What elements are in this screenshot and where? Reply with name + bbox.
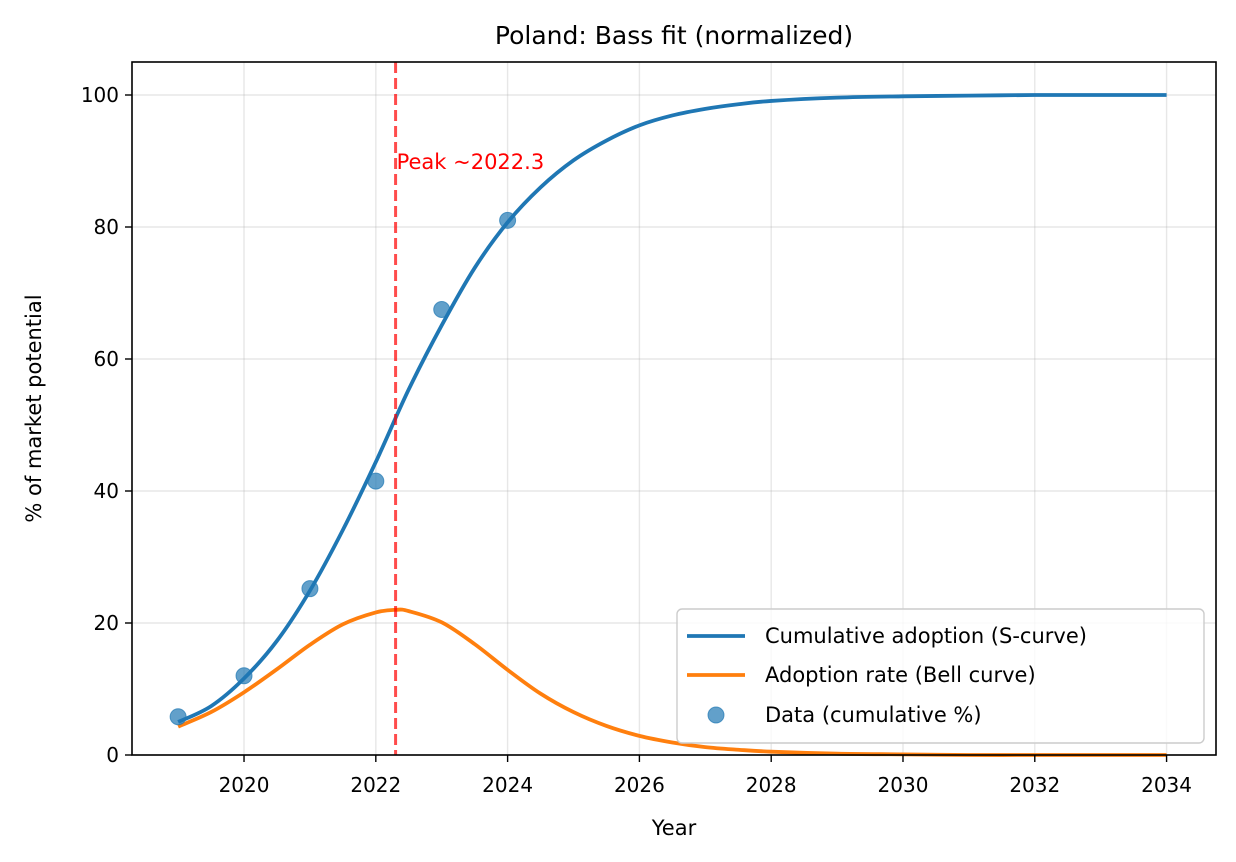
data-point bbox=[169, 708, 187, 726]
data-point bbox=[235, 667, 253, 685]
x-tick-label: 2026 bbox=[614, 773, 665, 797]
legend-box bbox=[676, 608, 1205, 744]
legend-marker-swatch bbox=[707, 706, 725, 724]
x-tick-label: 2022 bbox=[350, 773, 401, 797]
axis-ticks: 2020 2022 2024 2026 2028 2030 2032 2034 0 20 40 60 8… bbox=[81, 83, 1192, 797]
annotation-layer: Peak ~2022.3 bbox=[394, 62, 545, 755]
x-tick-label: 2034 bbox=[1141, 773, 1192, 797]
y-tick-label: 80 bbox=[94, 215, 119, 239]
y-tick-label: 60 bbox=[94, 347, 119, 371]
x-axis-label: Year bbox=[651, 816, 697, 840]
y-tick-label: 20 bbox=[94, 611, 119, 635]
x-tick-label: 2030 bbox=[878, 773, 929, 797]
x-tick-label: 2032 bbox=[1009, 773, 1060, 797]
y-axis-label: % of market potential bbox=[22, 294, 46, 522]
legend-entry-label: Data (cumulative %) bbox=[765, 703, 982, 727]
legend-entry-label: Adoption rate (Bell curve) bbox=[765, 663, 1036, 687]
x-tick-label: 2028 bbox=[746, 773, 797, 797]
y-tick-label: 100 bbox=[81, 83, 119, 107]
data-point bbox=[433, 301, 451, 318]
y-tick-label: 40 bbox=[94, 479, 119, 503]
data-point bbox=[301, 580, 319, 598]
y-tick-label: 0 bbox=[106, 743, 119, 767]
legend: Cumulative adoption (S-curve) Adoption ra… bbox=[676, 608, 1205, 744]
x-tick-label: 2020 bbox=[219, 773, 270, 797]
data-point bbox=[367, 472, 385, 490]
data-point bbox=[499, 211, 517, 229]
peak-annotation: Peak ~2022.3 bbox=[397, 150, 545, 174]
legend-entry-label: Cumulative adoption (S-curve) bbox=[765, 624, 1087, 648]
chart-title: Poland: Bass fit (normalized) bbox=[495, 21, 853, 50]
plot-frame bbox=[131, 61, 1217, 756]
x-tick-label: 2024 bbox=[482, 773, 533, 797]
